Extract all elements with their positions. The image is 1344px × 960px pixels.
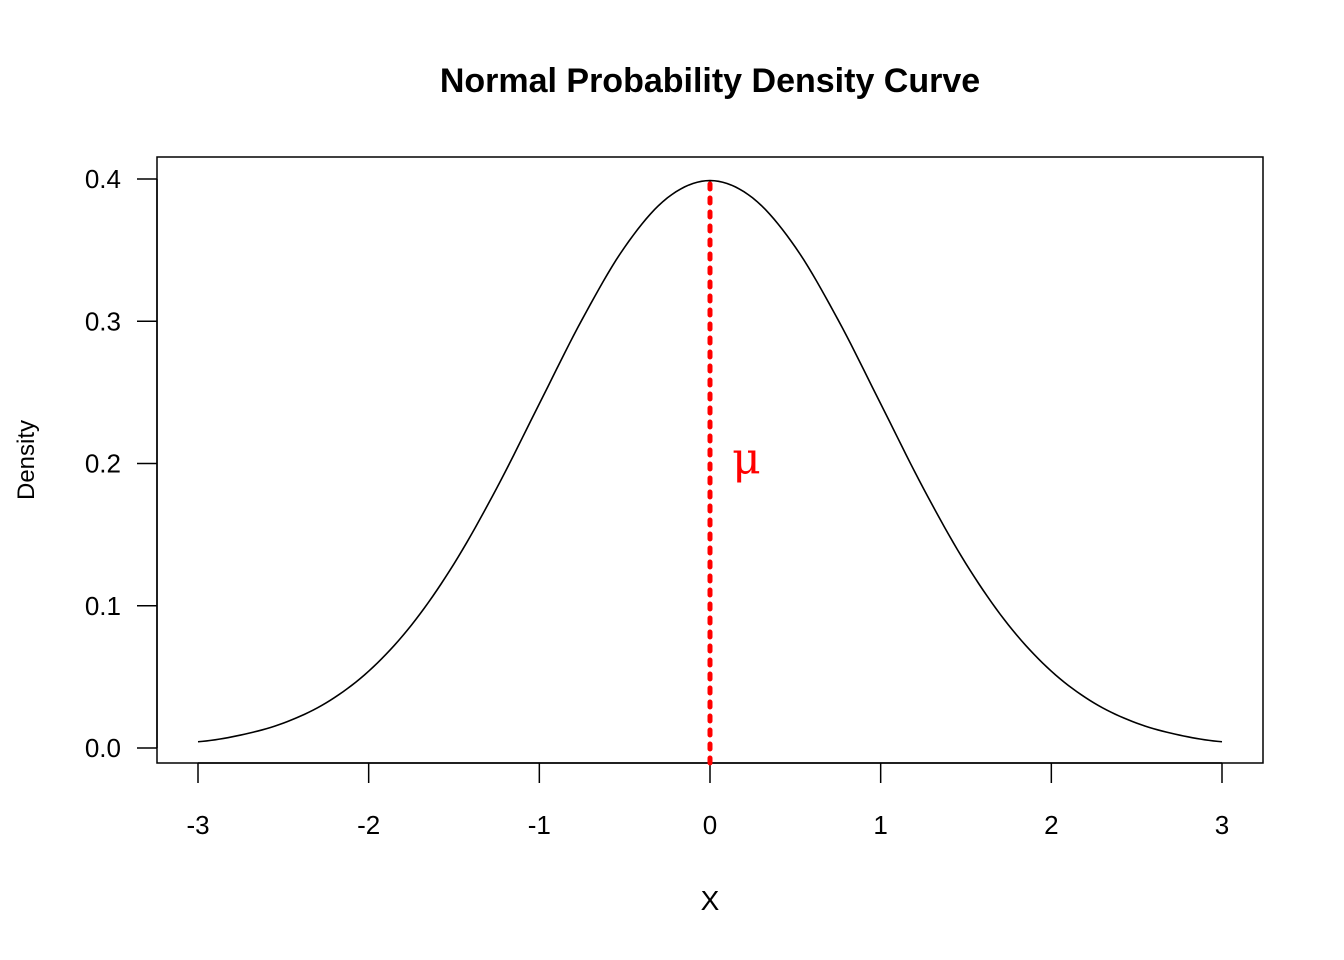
plot-area: μ bbox=[197, 178, 1223, 766]
x-tick-label: 1 bbox=[873, 810, 887, 840]
y-tick-label: 0.4 bbox=[85, 164, 121, 194]
mu-annotation: μ bbox=[732, 434, 761, 485]
y-tick-label: 0.0 bbox=[85, 733, 121, 763]
y-tick-label: 0.2 bbox=[85, 449, 121, 479]
x-tick-label: -3 bbox=[186, 810, 209, 840]
y-tick-label: 0.3 bbox=[85, 306, 121, 336]
chart-title: Normal Probability Density Curve bbox=[440, 62, 980, 100]
x-tick-label: 3 bbox=[1215, 810, 1229, 840]
y-tick-label: 0.1 bbox=[85, 591, 121, 621]
x-tick-label: -2 bbox=[357, 810, 380, 840]
x-axis: -3 -2 -1 0 1 2 3 bbox=[186, 762, 1229, 840]
y-axis: 0.0 0.1 0.2 0.3 0.4 bbox=[85, 164, 158, 763]
y-axis-label: Density bbox=[13, 420, 40, 500]
x-tick-label: 0 bbox=[703, 810, 717, 840]
density-curve bbox=[197, 179, 1223, 743]
x-tick-label: -1 bbox=[528, 810, 551, 840]
x-axis-label: X bbox=[701, 885, 720, 916]
x-tick-label: 2 bbox=[1044, 810, 1058, 840]
